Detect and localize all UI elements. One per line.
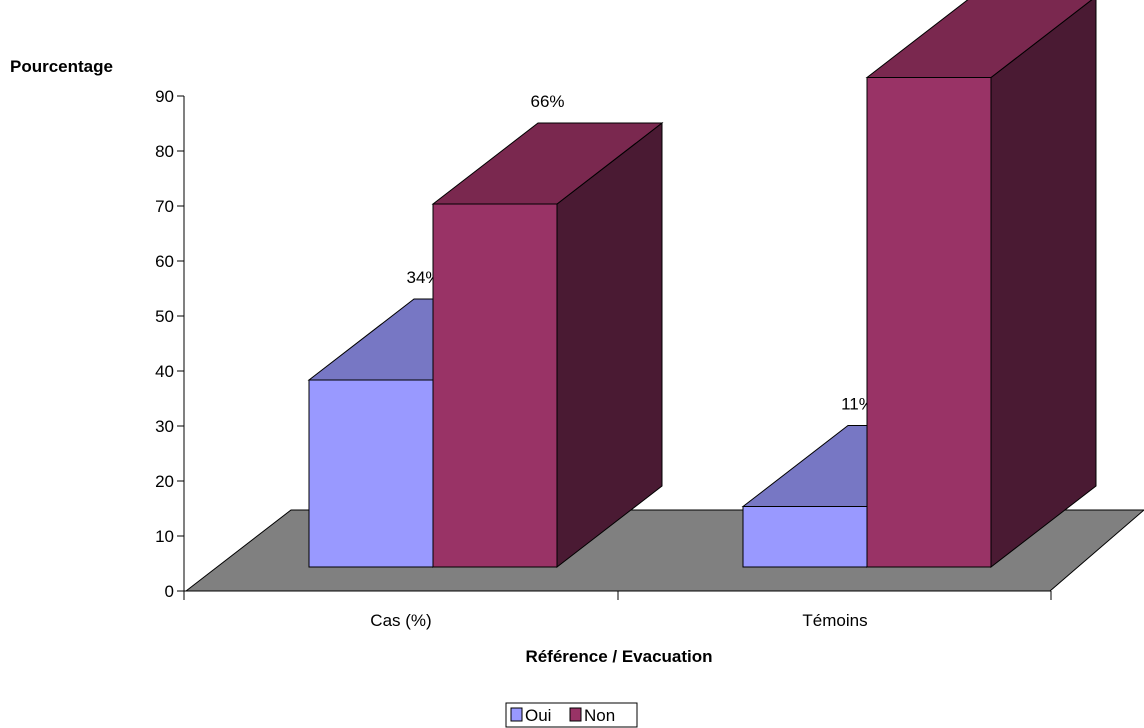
bar-front-face	[308, 379, 434, 568]
x-axis-ticks: Cas (%) Témoins	[183, 591, 1052, 630]
bar-side-face	[990, 0, 1097, 569]
y-tick-label: 90	[155, 87, 174, 106]
y-tick-label: 60	[155, 252, 174, 271]
y-tick-label: 80	[155, 142, 174, 161]
x-axis-title: Référence / Evacuation	[525, 647, 712, 666]
legend-swatch-oui	[510, 707, 523, 722]
y-tick-label: 30	[155, 417, 174, 436]
bars-group: 34% 66% 11%89%	[307, 0, 1097, 569]
legend: Oui Non	[505, 702, 638, 728]
legend-label-non: Non	[584, 706, 615, 725]
y-axis-ticks: 0 10 20 30 40 50 60 70 80 90	[155, 87, 184, 601]
bar-non-2: 89%	[865, 0, 1097, 569]
y-tick-label: 20	[155, 472, 174, 491]
legend-label-oui: Oui	[525, 706, 551, 725]
bar-data-label: 34%	[406, 268, 440, 287]
y-tick-label: 40	[155, 362, 174, 381]
bar-data-label: 66%	[530, 92, 564, 111]
x-category-label: Cas (%)	[370, 611, 431, 630]
bar-data-label: 11%	[841, 395, 874, 414]
y-tick-label: 70	[155, 197, 174, 216]
y-axis-title: Pourcentage	[10, 57, 113, 76]
bar-front-face	[432, 203, 558, 568]
bar-non-1: 66%	[431, 92, 664, 569]
bar-front-face	[742, 506, 868, 568]
y-tick-label: 0	[165, 582, 174, 601]
y-tick-label: 10	[155, 527, 174, 546]
legend-swatch-non	[569, 707, 582, 722]
bar-front-face	[866, 77, 992, 568]
y-tick-label: 50	[155, 307, 174, 326]
x-category-label: Témoins	[802, 611, 867, 630]
